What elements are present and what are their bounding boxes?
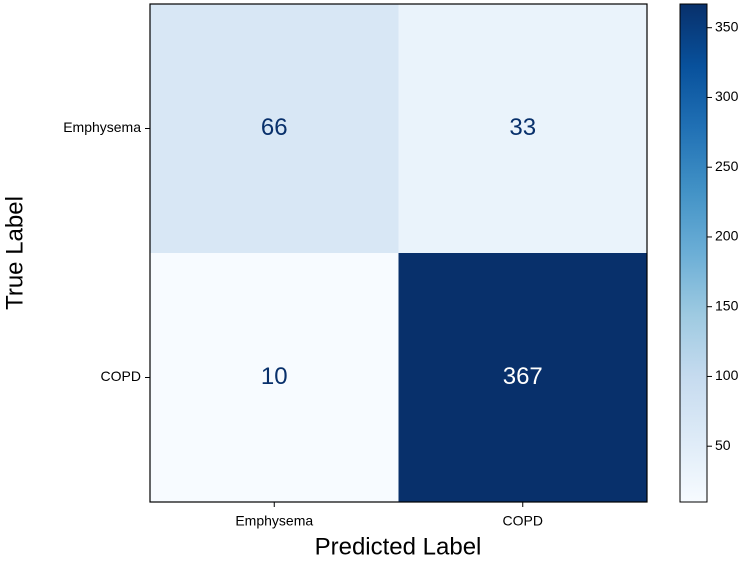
y-tick-label: COPD bbox=[101, 368, 141, 384]
value-label: 10 bbox=[261, 363, 288, 390]
x-axis-label: Predicted Label bbox=[315, 533, 482, 560]
x-tick-label: COPD bbox=[503, 513, 543, 529]
cell bbox=[150, 253, 399, 502]
y-tick-label: Emphysema bbox=[63, 119, 141, 135]
cell bbox=[398, 253, 647, 502]
colorbar-tick-label: 200 bbox=[715, 228, 739, 244]
cell bbox=[398, 4, 647, 253]
value-label: 367 bbox=[503, 363, 543, 390]
colorbar-tick-label: 100 bbox=[715, 367, 739, 383]
colorbar-tick-label: 50 bbox=[715, 437, 731, 453]
value-label: 33 bbox=[509, 114, 536, 141]
x-tick-label: Emphysema bbox=[235, 513, 313, 529]
colorbar-tick-label: 350 bbox=[715, 18, 739, 34]
value-label: 66 bbox=[261, 114, 288, 141]
y-axis-label: True Label bbox=[1, 196, 28, 310]
plot-frame bbox=[149, 3, 648, 503]
cell bbox=[150, 4, 399, 253]
colorbar-tick-label: 300 bbox=[715, 88, 739, 104]
colorbar bbox=[679, 3, 708, 503]
colorbar-tick-label: 250 bbox=[715, 158, 739, 174]
colorbar-tick-label: 150 bbox=[715, 297, 739, 313]
